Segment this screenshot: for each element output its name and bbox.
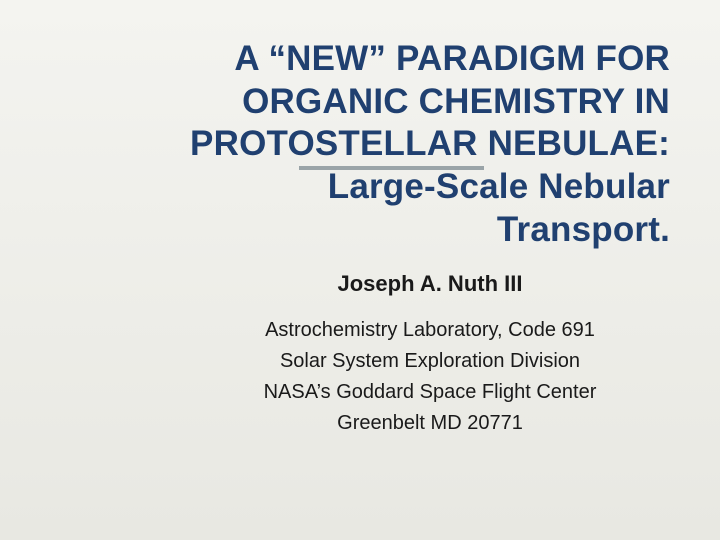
title-line: PROTOSTELLAR NEBULAE: xyxy=(50,123,670,166)
affiliation-line: Greenbelt MD 20771 xyxy=(190,408,670,439)
title-line: A “NEW” PARADIGM FOR xyxy=(50,38,670,81)
title-line: Large-Scale Nebular xyxy=(50,166,670,209)
affiliation-line: Astrochemistry Laboratory, Code 691 xyxy=(190,315,670,346)
slide-canvas: A “NEW” PARADIGM FOR ORGANIC CHEMISTRY I… xyxy=(0,0,720,540)
author-name: Joseph A. Nuth III xyxy=(190,271,670,297)
slide-title: A “NEW” PARADIGM FOR ORGANIC CHEMISTRY I… xyxy=(50,38,670,251)
affiliation-line: NASA’s Goddard Space Flight Center xyxy=(190,377,670,408)
affiliation-line: Solar System Exploration Division xyxy=(190,346,670,377)
affiliation-block: Astrochemistry Laboratory, Code 691 Sola… xyxy=(190,315,670,439)
title-underline-accent xyxy=(299,166,484,170)
title-line: Transport. xyxy=(50,209,670,252)
title-line: ORGANIC CHEMISTRY IN xyxy=(50,81,670,124)
